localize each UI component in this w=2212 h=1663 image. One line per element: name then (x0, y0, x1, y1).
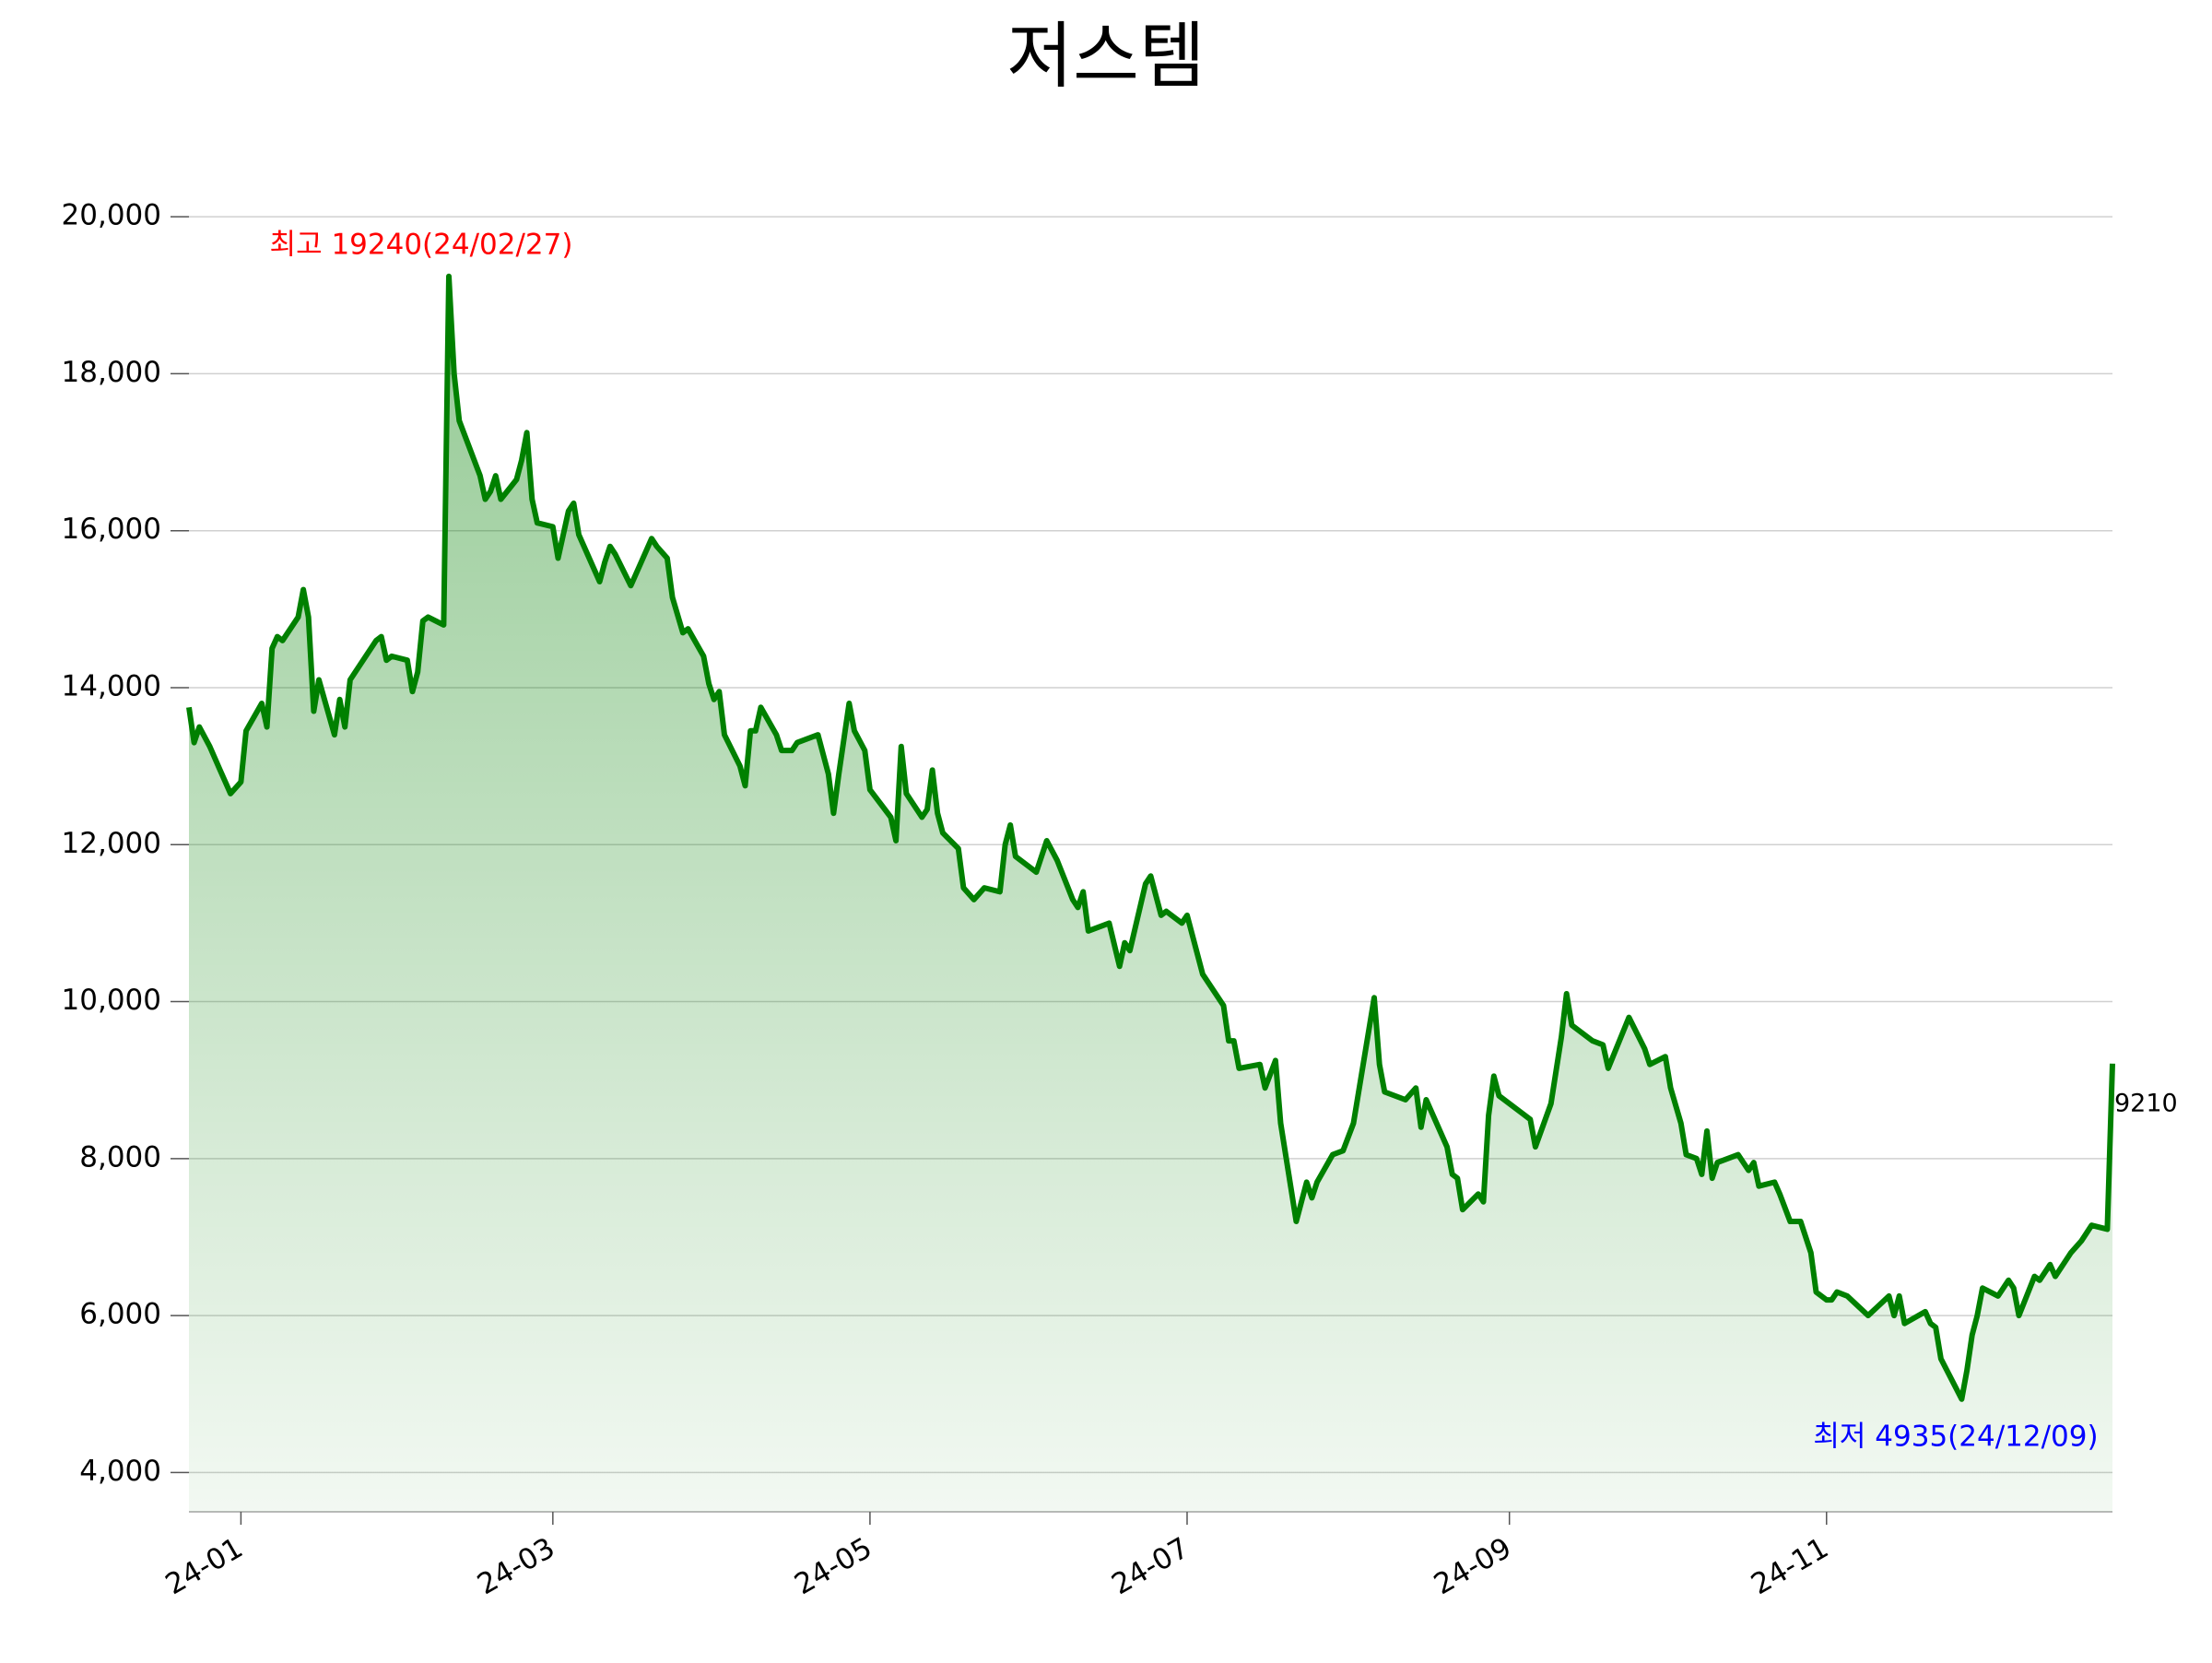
y-tick-label: 14,000 (62, 669, 161, 702)
last-value-label: 9210 (2114, 1089, 2178, 1117)
line (186, 273, 2115, 1402)
y-tick-label: 16,000 (62, 513, 161, 546)
y-tick-label: 10,000 (62, 984, 161, 1017)
y-tick-label: 6,000 (79, 1298, 161, 1331)
y-tick-label: 12,000 (62, 827, 161, 860)
y-tick-label: 8,000 (79, 1140, 161, 1174)
chart-title: 저스템 (1006, 15, 1205, 98)
min-annotation: 최저 4935(24/12/09) (1813, 1420, 2098, 1453)
y-tick-label: 4,000 (79, 1455, 161, 1488)
y-tick-label: 18,000 (62, 356, 161, 389)
y-tick-label: 20,000 (62, 199, 161, 232)
max-annotation: 최고 19240(24/02/27) (270, 228, 573, 261)
